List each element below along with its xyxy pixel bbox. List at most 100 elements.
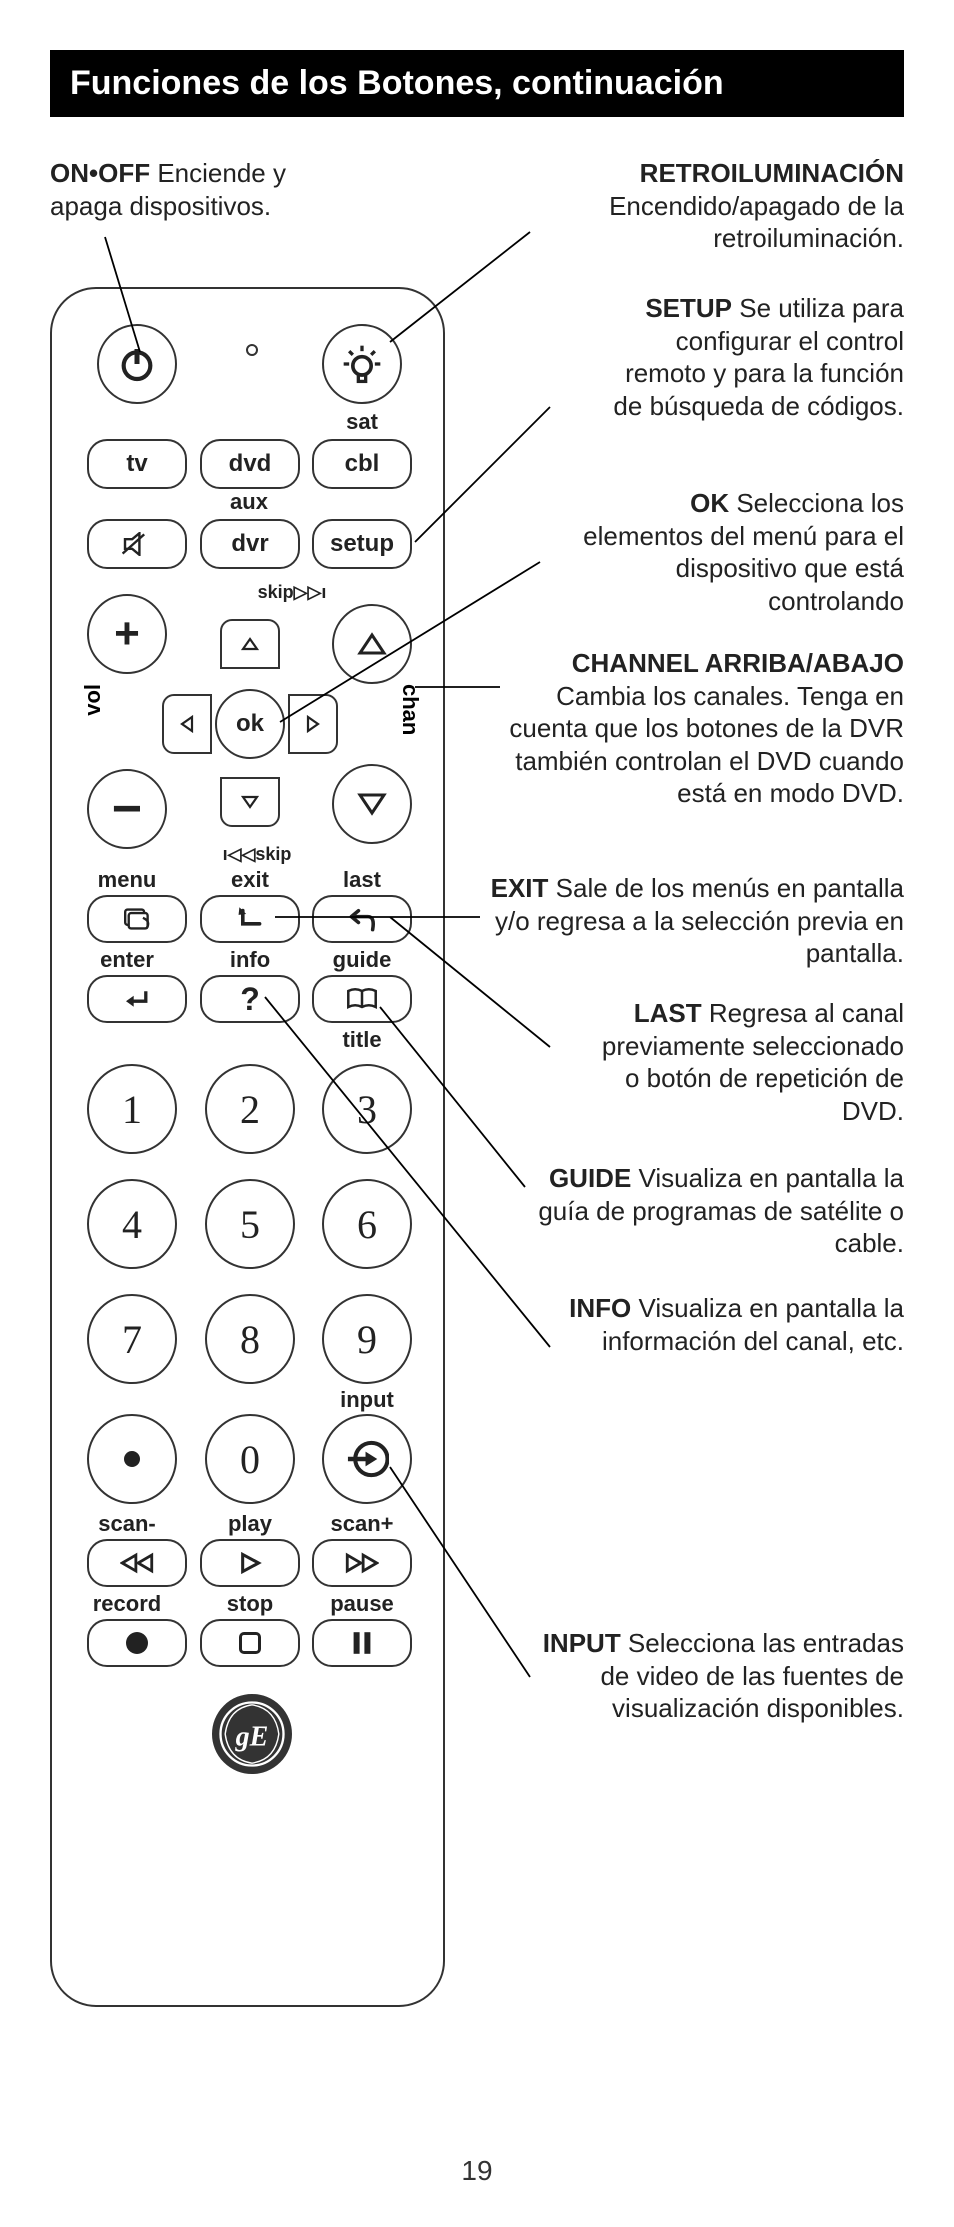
pause-icon — [352, 1631, 372, 1655]
svg-text:gE: gE — [235, 1722, 269, 1753]
menu-icon — [122, 906, 152, 932]
dot-button — [87, 1414, 177, 1504]
exit-icon — [235, 907, 265, 931]
callout-info-bold: INFO — [569, 1293, 631, 1323]
num-4-button: 4 — [87, 1179, 177, 1269]
stop-icon — [239, 1632, 261, 1654]
mute-icon — [122, 532, 152, 556]
label-guide: guide — [312, 947, 412, 973]
callout-input: INPUT Selecciona las entradas de video d… — [524, 1627, 904, 1725]
input-icon — [345, 1437, 389, 1481]
label-title: title — [312, 1027, 412, 1053]
callout-chan-bold: CHANNEL ARRIBA/ABAJO — [572, 648, 904, 678]
label-info: info — [200, 947, 300, 973]
input-button — [322, 1414, 412, 1504]
triangle-down-icon — [357, 792, 387, 816]
setup-button: setup — [312, 519, 412, 569]
callout-info: INFO Visualiza en pantalla la informació… — [564, 1292, 904, 1357]
label-menu: menu — [77, 867, 177, 893]
record-button — [87, 1619, 187, 1667]
callout-onoff-bold: ON•OFF — [50, 158, 150, 188]
callout-backlight: RETROILUMINACIÓN Encendido/apagado de la… — [564, 157, 904, 255]
vol-down-button: − — [87, 769, 167, 849]
callout-last-bold: LAST — [634, 998, 702, 1028]
power-icon — [117, 344, 157, 384]
stop-button — [200, 1619, 300, 1667]
callout-onoff: ON•OFF Enciende y apaga dispositivos. — [50, 157, 330, 222]
dpad-down — [220, 777, 280, 827]
callout-backlight-text: Encendido/apagado de la retroiluminación… — [609, 191, 904, 254]
tv-button: tv — [87, 439, 187, 489]
label-aux: aux — [199, 489, 299, 515]
content-area: ON•OFF Enciende y apaga dispositivos. RE… — [50, 177, 904, 2077]
label-stop: stop — [200, 1591, 300, 1617]
callout-ok: OK Selecciona los elementos del menú par… — [574, 487, 904, 617]
dot-icon — [124, 1451, 140, 1467]
last-icon — [346, 906, 378, 932]
callout-input-bold: INPUT — [543, 1628, 621, 1658]
triangle-up-icon — [357, 632, 387, 656]
callout-setup-bold: SETUP — [645, 293, 732, 323]
record-icon — [126, 1632, 148, 1654]
mute-button — [87, 519, 187, 569]
label-pause: pause — [312, 1591, 412, 1617]
ffwd-icon — [345, 1552, 379, 1574]
ge-logo: gE — [212, 1694, 292, 1774]
dpad-right — [288, 694, 338, 754]
enter-button — [87, 975, 187, 1023]
triangle-left-small-icon — [180, 715, 194, 733]
callout-info-text: Visualiza en pantalla la información del… — [602, 1293, 904, 1356]
pause-button — [312, 1619, 412, 1667]
callout-exit: EXIT Sale de los menús en pantalla y/o r… — [484, 872, 904, 970]
chan-down-button — [332, 764, 412, 844]
label-exit: exit — [200, 867, 300, 893]
lightbulb-icon — [340, 342, 384, 386]
num-2-button: 2 — [205, 1064, 295, 1154]
page-number: 19 — [0, 2155, 954, 2187]
callout-ok-text: Selecciona los elementos del menú para e… — [583, 488, 904, 616]
dpad-up — [220, 619, 280, 669]
label-skip-fwd: skip▷▷ı — [232, 582, 352, 603]
num-1-button: 1 — [87, 1064, 177, 1154]
page-header: Funciones de los Botones, continuación — [50, 50, 904, 117]
chan-up-button — [332, 604, 412, 684]
label-sat: sat — [312, 409, 412, 435]
cbl-button: cbl — [312, 439, 412, 489]
power-button — [97, 324, 177, 404]
ge-logo-icon: gE — [217, 1699, 287, 1769]
callout-chan-text: Cambia los canales. Tenga en cuenta que … — [509, 681, 904, 809]
callout-exit-text: Sale de los menús en pantalla y/o regres… — [495, 873, 904, 968]
callout-chan: CHANNEL ARRIBA/ABAJO Cambia los canales.… — [504, 647, 904, 810]
num-7-button: 7 — [87, 1294, 177, 1384]
callout-guide-bold: GUIDE — [549, 1163, 631, 1193]
callout-exit-bold: EXIT — [491, 873, 549, 903]
num-9-button: 9 — [322, 1294, 412, 1384]
play-button — [200, 1539, 300, 1587]
guide-button — [312, 975, 412, 1023]
dvr-button: dvr — [200, 519, 300, 569]
play-icon — [238, 1552, 262, 1574]
triangle-up-small-icon — [241, 637, 259, 651]
label-vol: vol — [80, 684, 106, 716]
dpad-left — [162, 694, 212, 754]
label-skip-back: ı◁◁skip — [197, 844, 317, 865]
dvd-button: dvd — [200, 439, 300, 489]
vol-up-button: + — [87, 594, 167, 674]
led-indicator — [246, 344, 258, 356]
label-chan: chan — [397, 684, 423, 735]
label-input: input — [317, 1387, 417, 1413]
label-scan-minus: scan- — [77, 1511, 177, 1537]
remote-control-diagram: sat aux tv dvd cbl dvr setup skip▷▷ı + — [50, 287, 445, 2007]
menu-button — [87, 895, 187, 943]
ok-button: ok — [215, 689, 285, 759]
callout-ok-bold: OK — [690, 488, 729, 518]
callout-guide: GUIDE Visualiza en pantalla la guía de p… — [514, 1162, 904, 1260]
label-last: last — [312, 867, 412, 893]
num-8-button: 8 — [205, 1294, 295, 1384]
label-enter: enter — [77, 947, 177, 973]
triangle-right-small-icon — [306, 715, 320, 733]
num-0-button: 0 — [205, 1414, 295, 1504]
scan-minus-button — [87, 1539, 187, 1587]
enter-icon — [123, 988, 151, 1010]
rewind-icon — [120, 1552, 154, 1574]
